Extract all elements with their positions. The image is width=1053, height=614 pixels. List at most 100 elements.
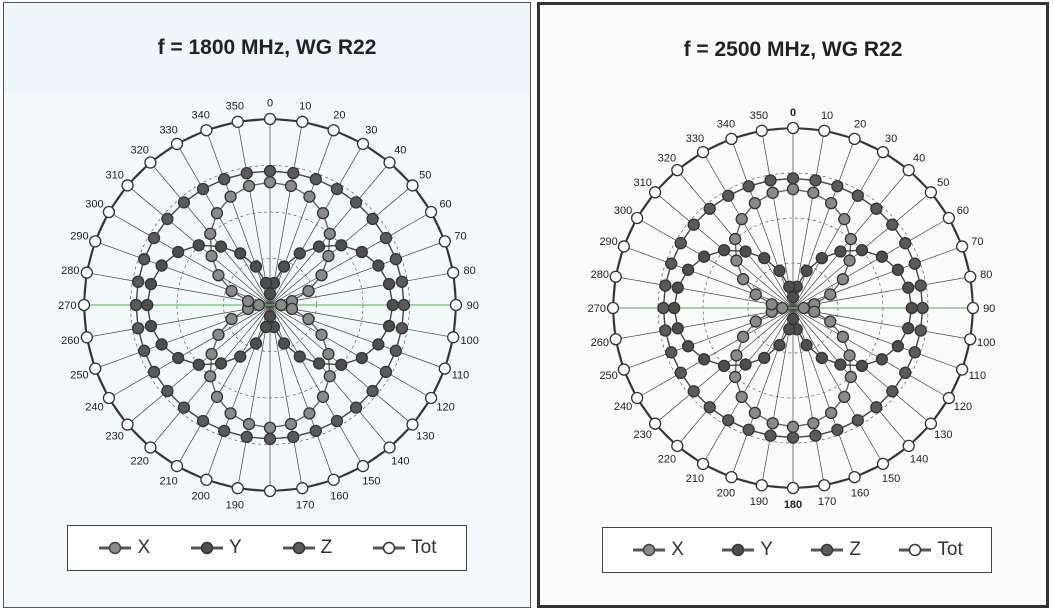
data-point-z [687, 218, 700, 231]
data-point-x [749, 315, 762, 328]
grid-spoke [792, 276, 971, 309]
data-point-tot [121, 418, 134, 431]
data-point-tot [848, 132, 861, 146]
data-point-y [259, 276, 273, 290]
angle-tick-label: 90 [467, 300, 479, 312]
grid-spoke [269, 304, 445, 369]
data-point-z [870, 401, 883, 414]
data-point-z [131, 275, 145, 288]
data-point-tot [170, 459, 184, 473]
angle-tick-label: 180 [784, 499, 802, 511]
data-point-tot [144, 441, 157, 454]
data-point-y [739, 245, 752, 258]
data-point-x [825, 196, 838, 210]
data-point-x [285, 302, 299, 316]
data-point-z [349, 196, 363, 209]
data-point-x [263, 421, 277, 434]
grid-spoke [269, 304, 432, 399]
data-point-z [809, 429, 822, 442]
data-point-x [736, 330, 750, 343]
data-point-z [722, 414, 735, 427]
data-point-tot [609, 270, 622, 283]
data-point-x [252, 298, 265, 312]
angle-tick-label: 190 [750, 496, 768, 508]
angle-tick-label: 120 [954, 401, 972, 413]
data-point-z [218, 173, 231, 186]
grid-spoke [761, 130, 794, 309]
legend-label-y: Y [229, 537, 242, 558]
data-point-x [225, 284, 238, 298]
data-point-z [287, 430, 300, 444]
data-point-tot [200, 473, 213, 486]
data-point-z [131, 322, 145, 335]
data-point-y [372, 259, 385, 272]
angle-tick-label: 290 [599, 236, 617, 248]
data-point-z [395, 275, 409, 288]
data-point-y [386, 298, 399, 312]
data-point-x [776, 301, 789, 315]
data-point-y [875, 353, 889, 366]
data-point-z [389, 253, 402, 266]
angle-tick-label: 50 [937, 177, 949, 189]
legend: X Y Z Tot [67, 525, 467, 571]
data-point-tot [438, 235, 451, 248]
data-point-x [748, 196, 761, 210]
chart-panel-1800: f = 1800 MHz, WG R22 0 10 20 30 40 50 60 70 80 90… [3, 2, 531, 608]
grid-spoke [792, 307, 884, 465]
data-point-x [303, 407, 316, 420]
grid-spoke [615, 276, 794, 309]
data-point-y [214, 240, 228, 253]
data-point-tot [902, 439, 915, 453]
data-point-tot [356, 459, 370, 473]
angle-tick-label: 270 [588, 303, 606, 315]
data-point-tot [617, 363, 631, 376]
data-point-z [916, 301, 929, 315]
data-point-x [786, 420, 800, 433]
grid-spoke [269, 304, 364, 467]
data-point-z [914, 324, 927, 337]
data-point-z [809, 174, 822, 187]
data-point-x [735, 212, 748, 226]
angle-tick-label: 10 [299, 100, 311, 112]
data-point-tot [964, 333, 977, 346]
data-point-tot [406, 179, 419, 192]
data-point-x [748, 406, 761, 420]
grid-spoke [792, 307, 971, 340]
angle-tick-label: 270 [58, 300, 76, 312]
data-point-z [177, 401, 191, 414]
data-point-y [834, 358, 847, 371]
data-point-tot [80, 266, 93, 279]
angle-tick-label: 230 [106, 430, 124, 442]
data-point-x [323, 370, 336, 383]
data-point-y [382, 319, 396, 333]
grid-spoke [792, 307, 855, 478]
data-point-x [786, 183, 800, 196]
data-point-y [681, 340, 695, 353]
data-point-y [141, 298, 154, 312]
data-point-x [242, 179, 256, 193]
data-point-z [687, 385, 700, 398]
data-point-x [843, 349, 856, 362]
angle-tick-label: 0 [267, 97, 273, 109]
angle-tick-label: 300 [85, 199, 103, 211]
data-point-tot [77, 298, 91, 312]
data-point-x [824, 315, 837, 328]
data-point-z [742, 180, 755, 193]
data-point-x [242, 417, 256, 431]
data-point-y [786, 291, 800, 304]
legend-item-z: Z [281, 537, 332, 559]
data-point-z [914, 279, 927, 292]
data-point-tot [356, 137, 370, 151]
grid-spoke [636, 217, 794, 309]
data-point-x [284, 179, 298, 193]
angle-tick-label: 320 [131, 145, 149, 157]
data-point-z [263, 432, 277, 446]
grid-spoke [731, 307, 794, 478]
grid-spoke [108, 304, 271, 399]
data-point-y [855, 243, 869, 257]
data-point-x [728, 370, 742, 384]
data-point-x [316, 390, 330, 403]
data-point-x [736, 273, 750, 286]
data-point-tot [89, 235, 102, 248]
data-point-y [335, 358, 348, 371]
